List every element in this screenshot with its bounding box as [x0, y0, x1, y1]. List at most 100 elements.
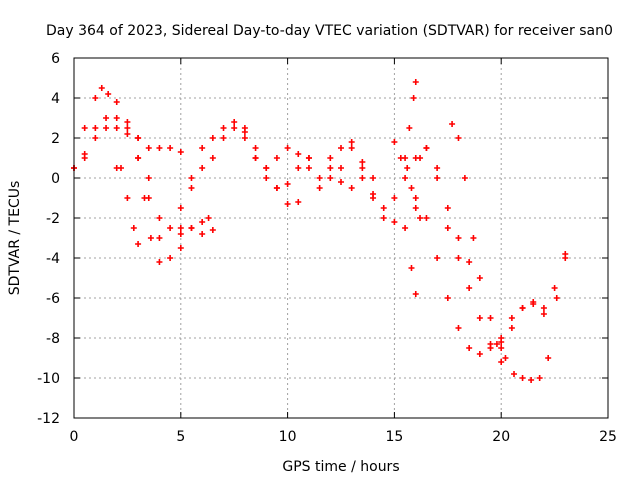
- data-point: [113, 115, 120, 121]
- data-point: [476, 275, 483, 281]
- data-point: [209, 135, 216, 141]
- data-point: [220, 135, 227, 141]
- data-point: [188, 185, 195, 191]
- data-point: [508, 315, 515, 321]
- y-tick-label: -2: [46, 211, 60, 227]
- data-point: [113, 99, 120, 105]
- series-track-6: [135, 155, 163, 265]
- data-point: [519, 305, 526, 311]
- data-point: [305, 165, 312, 171]
- data-point: [528, 377, 535, 383]
- data-point: [177, 149, 184, 155]
- data-point: [103, 125, 110, 131]
- series-track-19: [493, 251, 569, 383]
- data-point: [199, 231, 206, 237]
- data-point: [199, 165, 206, 171]
- data-point: [434, 175, 441, 181]
- data-point: [81, 125, 88, 131]
- data-point: [177, 225, 184, 231]
- data-point: [167, 145, 174, 151]
- data-point: [380, 205, 387, 211]
- data-point: [316, 185, 323, 191]
- data-point: [540, 305, 547, 311]
- data-point: [370, 175, 377, 181]
- x-axis-label: GPS time / hours: [282, 459, 399, 475]
- data-point: [130, 225, 137, 231]
- data-point: [402, 175, 409, 181]
- data-point: [410, 95, 417, 101]
- data-point: [402, 225, 409, 231]
- data-point: [455, 325, 462, 331]
- data-point: [209, 155, 216, 161]
- data-point: [295, 151, 302, 157]
- data-point: [103, 115, 110, 121]
- data-point: [167, 225, 174, 231]
- data-point: [359, 175, 366, 181]
- data-point: [391, 195, 398, 201]
- data-point: [124, 119, 131, 125]
- data-point: [135, 155, 142, 161]
- data-point: [327, 165, 334, 171]
- data-point: [241, 125, 248, 131]
- data-point: [327, 155, 334, 161]
- y-tick-label: -10: [37, 371, 60, 387]
- data-point: [553, 295, 560, 301]
- x-tick-label: 10: [279, 429, 297, 445]
- data-point: [444, 205, 451, 211]
- data-point: [338, 145, 344, 151]
- data-point: [380, 215, 387, 221]
- data-marks: [71, 79, 569, 383]
- data-point: [466, 259, 473, 265]
- y-tick-label: -12: [37, 411, 60, 427]
- data-point: [455, 255, 462, 261]
- chart-title: Day 364 of 2023, Sidereal Day-to-day VTE…: [46, 23, 613, 39]
- data-point: [92, 125, 99, 131]
- data-point: [177, 205, 184, 211]
- data-point: [231, 125, 238, 131]
- data-point: [188, 175, 195, 181]
- y-tick-label: 6: [51, 51, 60, 67]
- data-point: [188, 225, 195, 231]
- data-point: [455, 235, 462, 241]
- data-point: [252, 155, 259, 161]
- data-point: [487, 315, 494, 321]
- data-point: [124, 195, 131, 201]
- data-point: [284, 145, 291, 151]
- data-point: [220, 125, 227, 131]
- data-point: [92, 135, 99, 141]
- series-track-13: [391, 195, 419, 297]
- data-point: [348, 185, 355, 191]
- data-point: [455, 135, 462, 141]
- data-point: [209, 227, 216, 233]
- data-point: [295, 165, 302, 171]
- y-tick-label: 2: [51, 131, 60, 147]
- data-point: [348, 145, 355, 151]
- data-point: [434, 165, 441, 171]
- series-track-17: [423, 145, 473, 265]
- data-point: [423, 215, 430, 221]
- y-tick-label: 4: [51, 91, 60, 107]
- y-tick-label: 0: [51, 171, 60, 187]
- x-tick-labels: 0 5 10 15 20 25: [70, 429, 617, 445]
- data-point: [316, 175, 323, 181]
- series-track-12: [391, 139, 424, 221]
- data-point: [536, 375, 543, 381]
- data-point: [359, 159, 366, 165]
- data-point: [177, 231, 184, 237]
- series-track-3: [81, 115, 212, 237]
- data-point: [434, 255, 441, 261]
- x-tick-label: 25: [599, 429, 617, 445]
- data-point: [177, 245, 184, 251]
- x-tick-label: 0: [70, 429, 79, 445]
- data-point: [273, 185, 280, 191]
- data-point: [545, 355, 552, 361]
- data-point: [476, 351, 483, 357]
- data-point: [205, 215, 212, 221]
- data-point: [551, 285, 558, 291]
- y-tick-label: -8: [46, 331, 60, 347]
- data-point: [498, 339, 505, 345]
- data-point: [470, 235, 477, 241]
- series-track-11: [327, 165, 398, 225]
- series-track-9: [241, 135, 387, 221]
